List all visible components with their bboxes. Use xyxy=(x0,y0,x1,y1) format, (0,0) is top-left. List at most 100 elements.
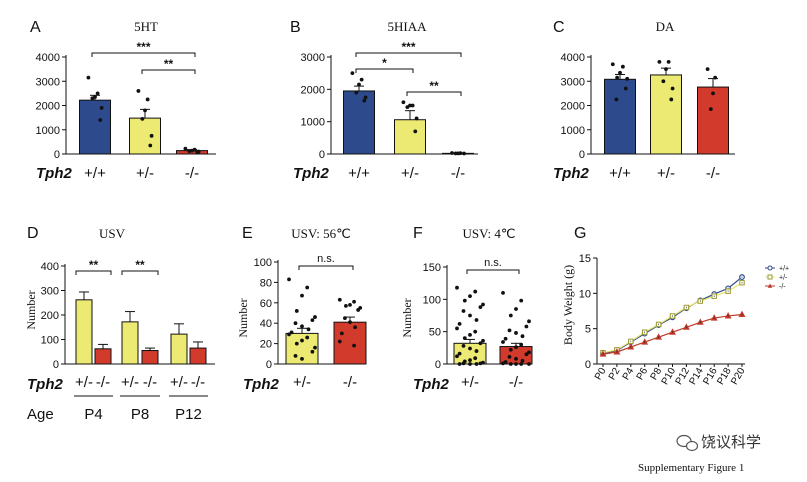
panel-a-significance-bracket xyxy=(141,69,196,74)
panel-b-significance-label: * xyxy=(382,56,387,70)
panel-e-data-point xyxy=(305,285,310,290)
panel-a-data-point xyxy=(90,96,95,101)
panel-f-data-point xyxy=(468,333,472,337)
panel-a-ytick-label: 3000 xyxy=(36,76,60,88)
panel-c-bar xyxy=(650,74,682,155)
panel-f-plot: 0 50 100 150 +/- -/- n.s. xyxy=(423,257,533,391)
panel-g-legend-label: +/- xyxy=(779,275,788,282)
panel-d-bar xyxy=(170,333,188,365)
panel-f-data-point xyxy=(461,361,466,366)
panel-g-xtick-label: P6 xyxy=(635,366,651,382)
panel-f-data-point xyxy=(519,342,524,347)
panel-f-data-point xyxy=(473,356,478,361)
panel-f-data-point xyxy=(501,290,505,295)
panel-g-ytick-label: 10 xyxy=(579,288,591,300)
panel-c-data-point xyxy=(669,97,674,102)
panel-e-data-point xyxy=(300,338,304,343)
panel-a-ytick-label: 1000 xyxy=(36,125,60,137)
panel-b-bar xyxy=(343,90,375,155)
panel-a-data-point xyxy=(99,106,104,110)
panel-d-age-label: Age xyxy=(27,406,54,423)
panel-a-data-point xyxy=(143,108,147,113)
panel-f-data-point xyxy=(455,285,459,290)
panel-e-data-point xyxy=(310,349,315,354)
panel-e-significance-label: n.s. xyxy=(317,253,335,265)
panel-d-category-label: +/- xyxy=(121,374,139,391)
panel-d-significance-label: ** xyxy=(135,258,145,272)
panel-f-data-point xyxy=(468,313,472,318)
panel-b-ytick-label: 3000 xyxy=(301,52,325,64)
panel-e-significance-bracket xyxy=(298,265,354,270)
panel-e-plot: 0 20 40 60 80 100 +/- -/- n.s. xyxy=(254,253,367,391)
panel-c-data-point xyxy=(705,67,710,72)
panel-c-data-point xyxy=(623,86,628,91)
panel-f-data-point xyxy=(507,354,512,359)
panel-b-significance-bracket xyxy=(355,52,462,57)
panel-c-data-point xyxy=(610,62,615,67)
panel-d-bar xyxy=(75,299,93,365)
panel-f-data-point xyxy=(461,343,466,348)
panel-b-title: 5HIAA xyxy=(388,19,428,34)
panel-f-title: USV: 4℃ xyxy=(462,226,515,241)
panel-d-category-label: -/- xyxy=(143,374,157,391)
panel-c-category-label: +/- xyxy=(657,165,675,182)
panel-d-bar xyxy=(121,321,139,365)
panel-f-ytick-label: 0 xyxy=(435,359,441,371)
panel-f-data-point xyxy=(455,354,459,359)
panel-e-ytick-label: 60 xyxy=(260,298,272,310)
panel-e-data-point xyxy=(294,341,299,346)
panel-e-ytick-label: 0 xyxy=(266,359,272,371)
panel-g-legend-label: -/- xyxy=(779,284,786,291)
panel-letter-b: B xyxy=(290,19,301,36)
panel-f-data-point xyxy=(468,362,472,366)
panel-f-data-point xyxy=(520,358,525,363)
panel-g-plot: 051015P0P2P4P6P8P10P12P14P16P18P20+/++/-… xyxy=(579,253,789,387)
panel-f-data-point xyxy=(508,313,513,318)
panel-f-data-point xyxy=(514,356,518,361)
panel-b-significance-label: ** xyxy=(429,79,439,93)
panel-f-genotype-label: Tph2 xyxy=(413,376,449,393)
panel-b-data-point xyxy=(401,100,406,105)
panel-a-significance-bracket xyxy=(91,52,196,57)
panel-c-data-point xyxy=(615,75,620,80)
panel-f-data-point xyxy=(514,362,518,366)
panel-b-category-label: +/- xyxy=(401,165,419,182)
panel-d-ytick-label: 100 xyxy=(41,335,59,347)
panel-letter-c: C xyxy=(553,19,565,36)
panel-g-xtick-label: P20 xyxy=(729,366,748,387)
panel-b-ytick-label: 2000 xyxy=(301,84,325,96)
panel-f-data-point xyxy=(462,336,467,341)
panel-f-data-point xyxy=(457,362,462,366)
panel-f-data-point xyxy=(478,305,483,309)
panel-c-data-point xyxy=(670,86,675,91)
panel-f-data-point xyxy=(508,362,513,366)
panel-f-data-point xyxy=(478,361,483,366)
panel-f: F USV: 4℃ Number 0 50 100 150 +/- -/- n.s. Tph… xyxy=(400,225,533,393)
panel-f-data-point xyxy=(501,361,505,366)
panel-e-data-point xyxy=(337,339,342,344)
panel-e: E USV: 56℃ Number 0 20 40 60 80 100 +/- -/- n.s.… xyxy=(236,225,367,393)
panel-d-category-label: -/- xyxy=(96,374,110,391)
panel-c-ytick-label: 3000 xyxy=(561,76,585,88)
panel-b-bar xyxy=(394,119,426,155)
panel-c-data-point xyxy=(664,67,668,72)
panel-e-category-label: -/- xyxy=(343,374,357,391)
panel-a-data-point xyxy=(183,146,188,151)
panel-c-data-point xyxy=(657,59,662,64)
panel-e-data-point xyxy=(300,324,304,329)
panel-e-data-point xyxy=(337,297,342,302)
panel-e-category-label: +/- xyxy=(293,374,311,391)
panel-b-significance-bracket xyxy=(406,91,462,96)
panel-f-data-point xyxy=(514,331,518,335)
panel-a-category-label: -/- xyxy=(185,165,199,182)
panel-a-data-point xyxy=(140,116,145,121)
panel-g: G Body Weight (g) 051015P0P2P4P6P8P10P12… xyxy=(561,225,789,387)
panel-f-data-point xyxy=(520,334,525,339)
panel-f-data-point xyxy=(514,345,518,350)
panel-a-category-label: +/+ xyxy=(84,165,106,182)
panel-f-data-point xyxy=(501,340,505,344)
panel-b-data-point xyxy=(414,116,419,121)
